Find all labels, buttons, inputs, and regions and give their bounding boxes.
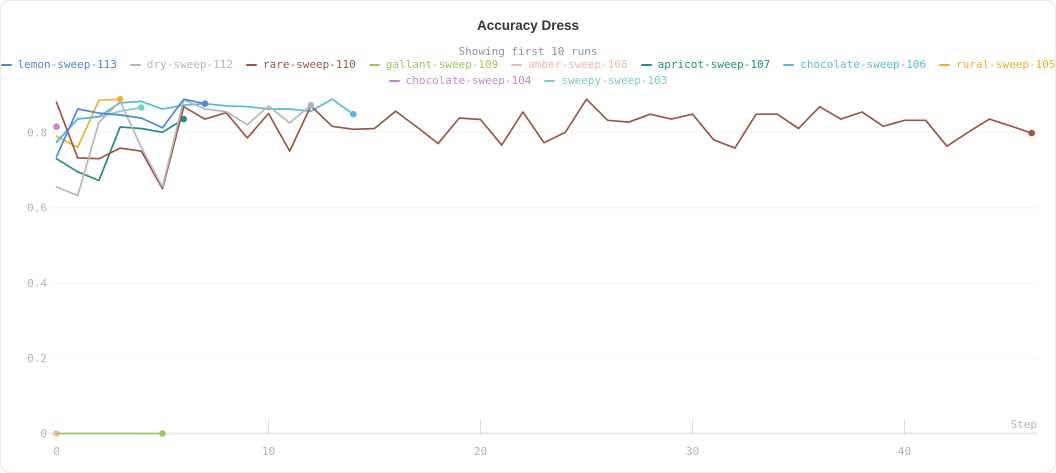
legend-label: gallant-sweep-109: [385, 58, 499, 71]
series-endpoint-chocolate-sweep-104[interactable]: [53, 123, 60, 130]
series-endpoint-sweepy-sweep-103[interactable]: [138, 104, 145, 111]
chart-subtitle: Showing first 10 runs: [458, 45, 598, 58]
legend-swatch-icon: [544, 79, 556, 83]
legend-label: rural-sweep-105: [956, 58, 1056, 71]
legend-item-dry-sweep-112[interactable]: dry-sweep-112: [129, 58, 233, 72]
legend-label: dry-sweep-112: [146, 58, 233, 71]
series-line-apricot-sweep-107[interactable]: [55, 118, 185, 182]
legend-item-sweepy-sweep-103[interactable]: sweepy-sweep-103: [544, 74, 667, 88]
legend-label: chocolate-sweep-106: [800, 58, 927, 71]
legend: lemon-sweep-113 dry-sweep-112 rare-sweep-1…: [1, 58, 1055, 88]
x-tick-label: 0: [53, 445, 60, 458]
series-endpoint-apricot-sweep-107[interactable]: [180, 115, 187, 123]
x-tick-label: 10: [262, 445, 275, 458]
y-tick-label: 0.8: [27, 126, 47, 139]
y-tick-label: 0.4: [27, 277, 47, 290]
legend-swatch-icon: [511, 63, 523, 67]
legend-label: rare-sweep-110: [263, 58, 356, 71]
legend-swatch-icon: [368, 63, 380, 67]
series-line-lemon-sweep-113[interactable]: [55, 98, 206, 158]
legend-item-gallant-sweep-109[interactable]: gallant-sweep-109: [368, 58, 499, 72]
series-endpoint-lemon-sweep-113[interactable]: [201, 100, 209, 107]
series-line-rare-sweep-110[interactable]: [55, 98, 1033, 190]
y-tick-label: 0.6: [27, 202, 47, 215]
series-endpoint-rare-sweep-110[interactable]: [1028, 129, 1035, 137]
legend-label: chocolate-sweep-104: [405, 74, 532, 87]
legend-swatch-icon: [1, 63, 12, 67]
legend-item-rare-sweep-110[interactable]: rare-sweep-110: [246, 58, 356, 72]
legend-swatch-icon: [939, 63, 951, 67]
legend-item-chocolate-sweep-106[interactable]: chocolate-sweep-106: [783, 58, 926, 72]
legend-item-lemon-sweep-113[interactable]: lemon-sweep-113: [1, 58, 117, 72]
legend-item-rural-sweep-105[interactable]: rural-sweep-105: [939, 58, 1055, 72]
legend-swatch-icon: [129, 63, 141, 67]
legend-label: amber-sweep-108: [528, 58, 628, 71]
legend-item-apricot-sweep-107[interactable]: apricot-sweep-107: [640, 58, 771, 72]
legend-label: sweepy-sweep-103: [561, 74, 668, 87]
legend-item-amber-sweep-108[interactable]: amber-sweep-108: [511, 58, 628, 72]
y-tick-label: 0.2: [27, 352, 47, 365]
legend-label: lemon-sweep-113: [17, 58, 117, 71]
legend-swatch-icon: [640, 63, 652, 67]
series-endpoint-rural-sweep-105[interactable]: [116, 95, 124, 103]
series-line-rural-sweep-105[interactable]: [55, 98, 121, 149]
y-tick-label: 0: [40, 428, 47, 441]
legend-label: apricot-sweep-107: [657, 58, 771, 71]
legend-swatch-icon: [783, 63, 795, 67]
legend-row: chocolate-sweep-104 sweepy-sweep-103: [388, 74, 667, 88]
legend-swatch-icon: [246, 63, 257, 67]
x-tick-label: 40: [898, 445, 911, 458]
series-endpoint-dry-sweep-112[interactable]: [307, 101, 315, 109]
legend-item-chocolate-sweep-104[interactable]: chocolate-sweep-104: [388, 74, 532, 88]
x-tick-label: 20: [474, 445, 487, 458]
series-line-dry-sweep-112[interactable]: [55, 99, 312, 197]
chart-title: Accuracy Dress: [476, 18, 580, 33]
series-endpoint-chocolate-sweep-106[interactable]: [350, 110, 357, 118]
legend-swatch-icon: [388, 79, 400, 83]
legend-row: lemon-sweep-113 dry-sweep-112 rare-sweep-1…: [1, 58, 1055, 72]
series-endpoint-gallant-sweep-109[interactable]: [159, 430, 166, 437]
x-tick-label: 30: [686, 445, 699, 458]
x-axis-title: Step: [1011, 418, 1038, 431]
